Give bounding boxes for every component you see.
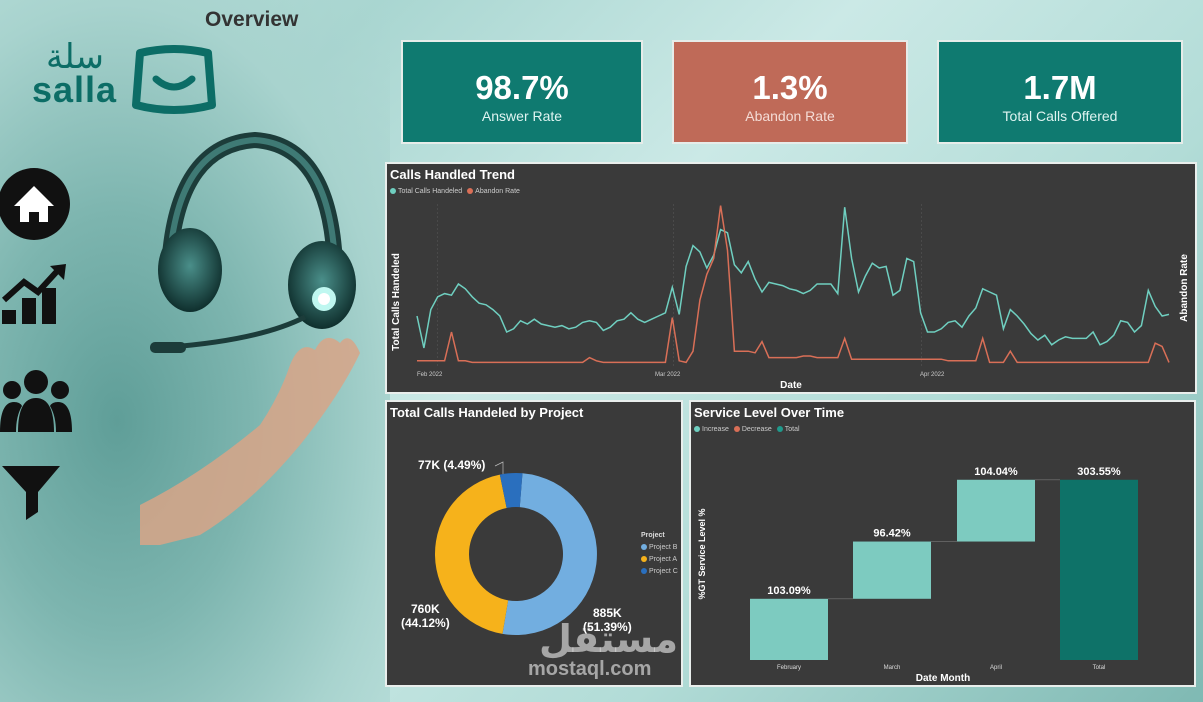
waterfall-bar-april xyxy=(957,479,1035,542)
logo-arabic-text: سلة xyxy=(46,37,104,77)
x-tick-label: February xyxy=(777,665,801,671)
chart-title: Calls Handled Trend xyxy=(390,167,515,182)
legend-item: Decrease xyxy=(741,426,772,433)
calls-by-project-panel[interactable]: Total Calls Handeled by Project Project … xyxy=(385,400,683,687)
legend-item: Project C xyxy=(641,566,678,578)
x-tick-label: March xyxy=(884,665,901,671)
x-tick-label: Feb 2022 xyxy=(417,372,443,378)
x-tick-label: Apr 2022 xyxy=(920,372,945,378)
data-label: 96.42% xyxy=(873,528,911,540)
trend-chart: Feb 2022 Mar 2022 Apr 2022 Date Total Calls … xyxy=(391,204,1190,391)
legend-swatch xyxy=(694,426,700,433)
legend-item: Increase xyxy=(702,426,729,433)
chart-legend: Total Calls Handeled Abandon Rate xyxy=(390,188,520,195)
chart-title: Service Level Over Time xyxy=(694,405,845,420)
donut-legend: Project B Project A Project C xyxy=(641,542,678,578)
y-axis-label: %GT Service Level % xyxy=(697,508,707,599)
filter-icon[interactable] xyxy=(0,462,64,522)
legend-label: Project C xyxy=(649,568,678,575)
legend-label: Project B xyxy=(649,544,678,551)
legend-item: Total Calls Handeled xyxy=(398,188,463,195)
x-axis-label: Date xyxy=(780,380,802,391)
donut-slice-project-a xyxy=(434,474,509,634)
legend-item: Total xyxy=(784,426,800,433)
slice-label-project-a: 760K (44.12%) xyxy=(401,602,450,630)
data-label: 104.04% xyxy=(974,466,1018,478)
calls-handled-trend-panel[interactable]: Calls Handled Trend Total Calls Handeled… xyxy=(385,162,1197,394)
page-title: Overview xyxy=(205,8,299,31)
watermark-arabic: مستقل xyxy=(539,617,678,661)
y-axis-label: Total Calls Handeled xyxy=(391,253,402,351)
legend-swatch xyxy=(776,426,783,433)
slice-percent: (44.12%) xyxy=(401,616,450,630)
kpi-label: Answer Rate xyxy=(481,108,563,124)
kpi-total-calls-offered: 1.7M Total Calls Offered xyxy=(937,40,1183,144)
legend-swatch xyxy=(390,188,396,195)
kpi-value: 1.7M xyxy=(1023,69,1097,106)
headset-illustration xyxy=(140,131,360,545)
legend-item: Project A xyxy=(641,554,678,566)
chart-legend: Increase Decrease Total xyxy=(694,426,800,433)
watermark: مستقل mostaql.com xyxy=(528,620,678,681)
slice-percent: (51.39%) xyxy=(583,620,632,634)
series-line-total-calls xyxy=(416,207,1170,349)
service-level-panel[interactable]: Service Level Over Time Increase Decreas… xyxy=(689,400,1196,687)
x-axis-label: Date Month xyxy=(916,673,970,684)
home-icon[interactable] xyxy=(0,168,72,240)
legend-swatch xyxy=(641,544,647,551)
kpi-value: 98.7% xyxy=(475,69,569,106)
waterfall-bar-february xyxy=(750,598,828,660)
watermark-latin: mostaql.com xyxy=(528,658,652,680)
legend-item: Abandon Rate xyxy=(475,188,520,195)
users-group-icon[interactable] xyxy=(0,368,72,434)
y2-axis-label: Abandon Rate xyxy=(1179,254,1190,322)
data-label: 103.09% xyxy=(767,585,811,597)
kpi-value: 1.3% xyxy=(752,69,828,106)
chart-trend-icon[interactable] xyxy=(0,262,70,326)
legend-swatch xyxy=(467,188,474,195)
legend-swatch xyxy=(641,556,647,563)
series-line-abandon-rate xyxy=(417,205,1170,364)
legend-swatch xyxy=(733,426,740,433)
x-tick-label: Total xyxy=(1093,665,1106,671)
legend-label: Project A xyxy=(649,556,678,563)
donut-chart xyxy=(434,461,597,635)
legend-title: Project xyxy=(641,532,665,539)
slice-label-project-b: 885K (51.39%) xyxy=(583,606,632,634)
slice-value: 760K xyxy=(411,602,440,616)
waterfall-bar-march xyxy=(853,541,931,599)
legend-swatch xyxy=(641,568,647,575)
leader-line xyxy=(494,461,504,474)
shopping-bag-icon xyxy=(132,45,216,114)
data-label: 303.55% xyxy=(1077,466,1121,478)
donut-slice-project-c xyxy=(499,473,523,508)
waterfall-chart: 103.09% February 96.42% March 104.04% April 30… xyxy=(697,466,1138,684)
x-tick-label: Mar 2022 xyxy=(655,372,681,378)
kpi-answer-rate: 98.7% Answer Rate xyxy=(401,40,643,144)
slice-value: 885K xyxy=(593,606,622,620)
kpi-label: Abandon Rate xyxy=(745,108,835,124)
x-tick-label: April xyxy=(990,665,1002,671)
kpi-label: Total Calls Offered xyxy=(1002,108,1118,124)
chart-title: Total Calls Handeled by Project xyxy=(390,405,584,420)
logo-english-text: salla xyxy=(32,69,118,110)
kpi-abandon-rate: 1.3% Abandon Rate xyxy=(672,40,908,144)
legend-item: Project B xyxy=(641,542,678,554)
slice-label-project-c: 77K (4.49%) xyxy=(418,458,486,472)
donut-slice-project-b xyxy=(502,473,597,635)
waterfall-bar-total xyxy=(1060,479,1138,660)
